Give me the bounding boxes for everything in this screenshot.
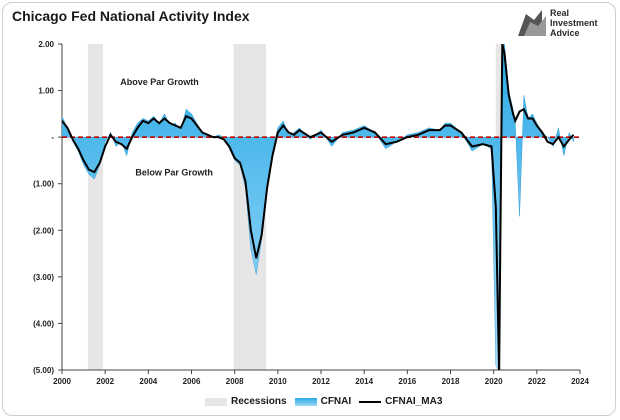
legend-item-recessions: Recessions: [205, 396, 287, 407]
cfnai-ma3-line: [62, 44, 575, 370]
x-tick-label-0: 2000: [53, 377, 71, 386]
legend-label-ma3: CFNAI_MA3: [385, 396, 443, 407]
recessions-swatch: [205, 397, 227, 406]
logo-icon: [518, 10, 546, 36]
y-tick-label-5: (3.00): [33, 273, 54, 282]
x-tick-label-5: 2010: [269, 377, 287, 386]
y-tick-label-3: (1.00): [33, 180, 54, 189]
x-tick-label-4: 2008: [226, 377, 244, 386]
y-tick-label-7: (5.00): [33, 366, 54, 375]
x-tick-label-9: 2018: [442, 377, 460, 386]
legend-label-cfnai: CFNAI: [320, 396, 352, 407]
y-tick-label-6: (4.00): [33, 319, 54, 328]
logo-line-3: Advice: [550, 28, 580, 38]
y-tick-label-0: 2.00: [38, 40, 54, 49]
x-tick-label-1: 2002: [96, 377, 114, 386]
legend-item-cfnai: CFNAI: [294, 396, 352, 407]
legend-label-recessions: Recessions: [231, 396, 287, 407]
chart-frame: [2, 2, 616, 416]
y-tick-label-4: (2.00): [33, 226, 54, 235]
annotation-1: Below Par Growth: [135, 167, 213, 177]
x-tick-label-8: 2016: [398, 377, 416, 386]
x-tick-label-3: 2006: [183, 377, 201, 386]
x-tick-label-11: 2022: [528, 377, 546, 386]
logo-line-2: Investment: [550, 18, 598, 28]
cfnai-swatch: [294, 397, 317, 406]
y-tick-label-2: -: [51, 133, 54, 142]
x-tick-label-6: 2012: [312, 377, 330, 386]
recession-band-0: [87, 44, 104, 370]
annotation-0: Above Par Growth: [120, 77, 199, 87]
x-tick-label-2: 2004: [139, 377, 157, 386]
x-tick-label-10: 2020: [485, 377, 503, 386]
x-tick-label-7: 2014: [355, 377, 373, 386]
legend-item-ma3: CFNAI_MA3: [359, 396, 442, 407]
logo-text: Real Investment Advice: [550, 8, 598, 38]
chart-legend: Recessions CFNAI CFNAI_MA3: [205, 396, 442, 407]
y-tick-label-1: 1.00: [38, 87, 54, 96]
chart-title: Chicago Fed National Activity Index: [12, 8, 250, 24]
ma3-swatch: [359, 400, 382, 403]
logo-line-1: Real: [550, 8, 570, 18]
x-tick-label-12: 2024: [571, 377, 589, 386]
